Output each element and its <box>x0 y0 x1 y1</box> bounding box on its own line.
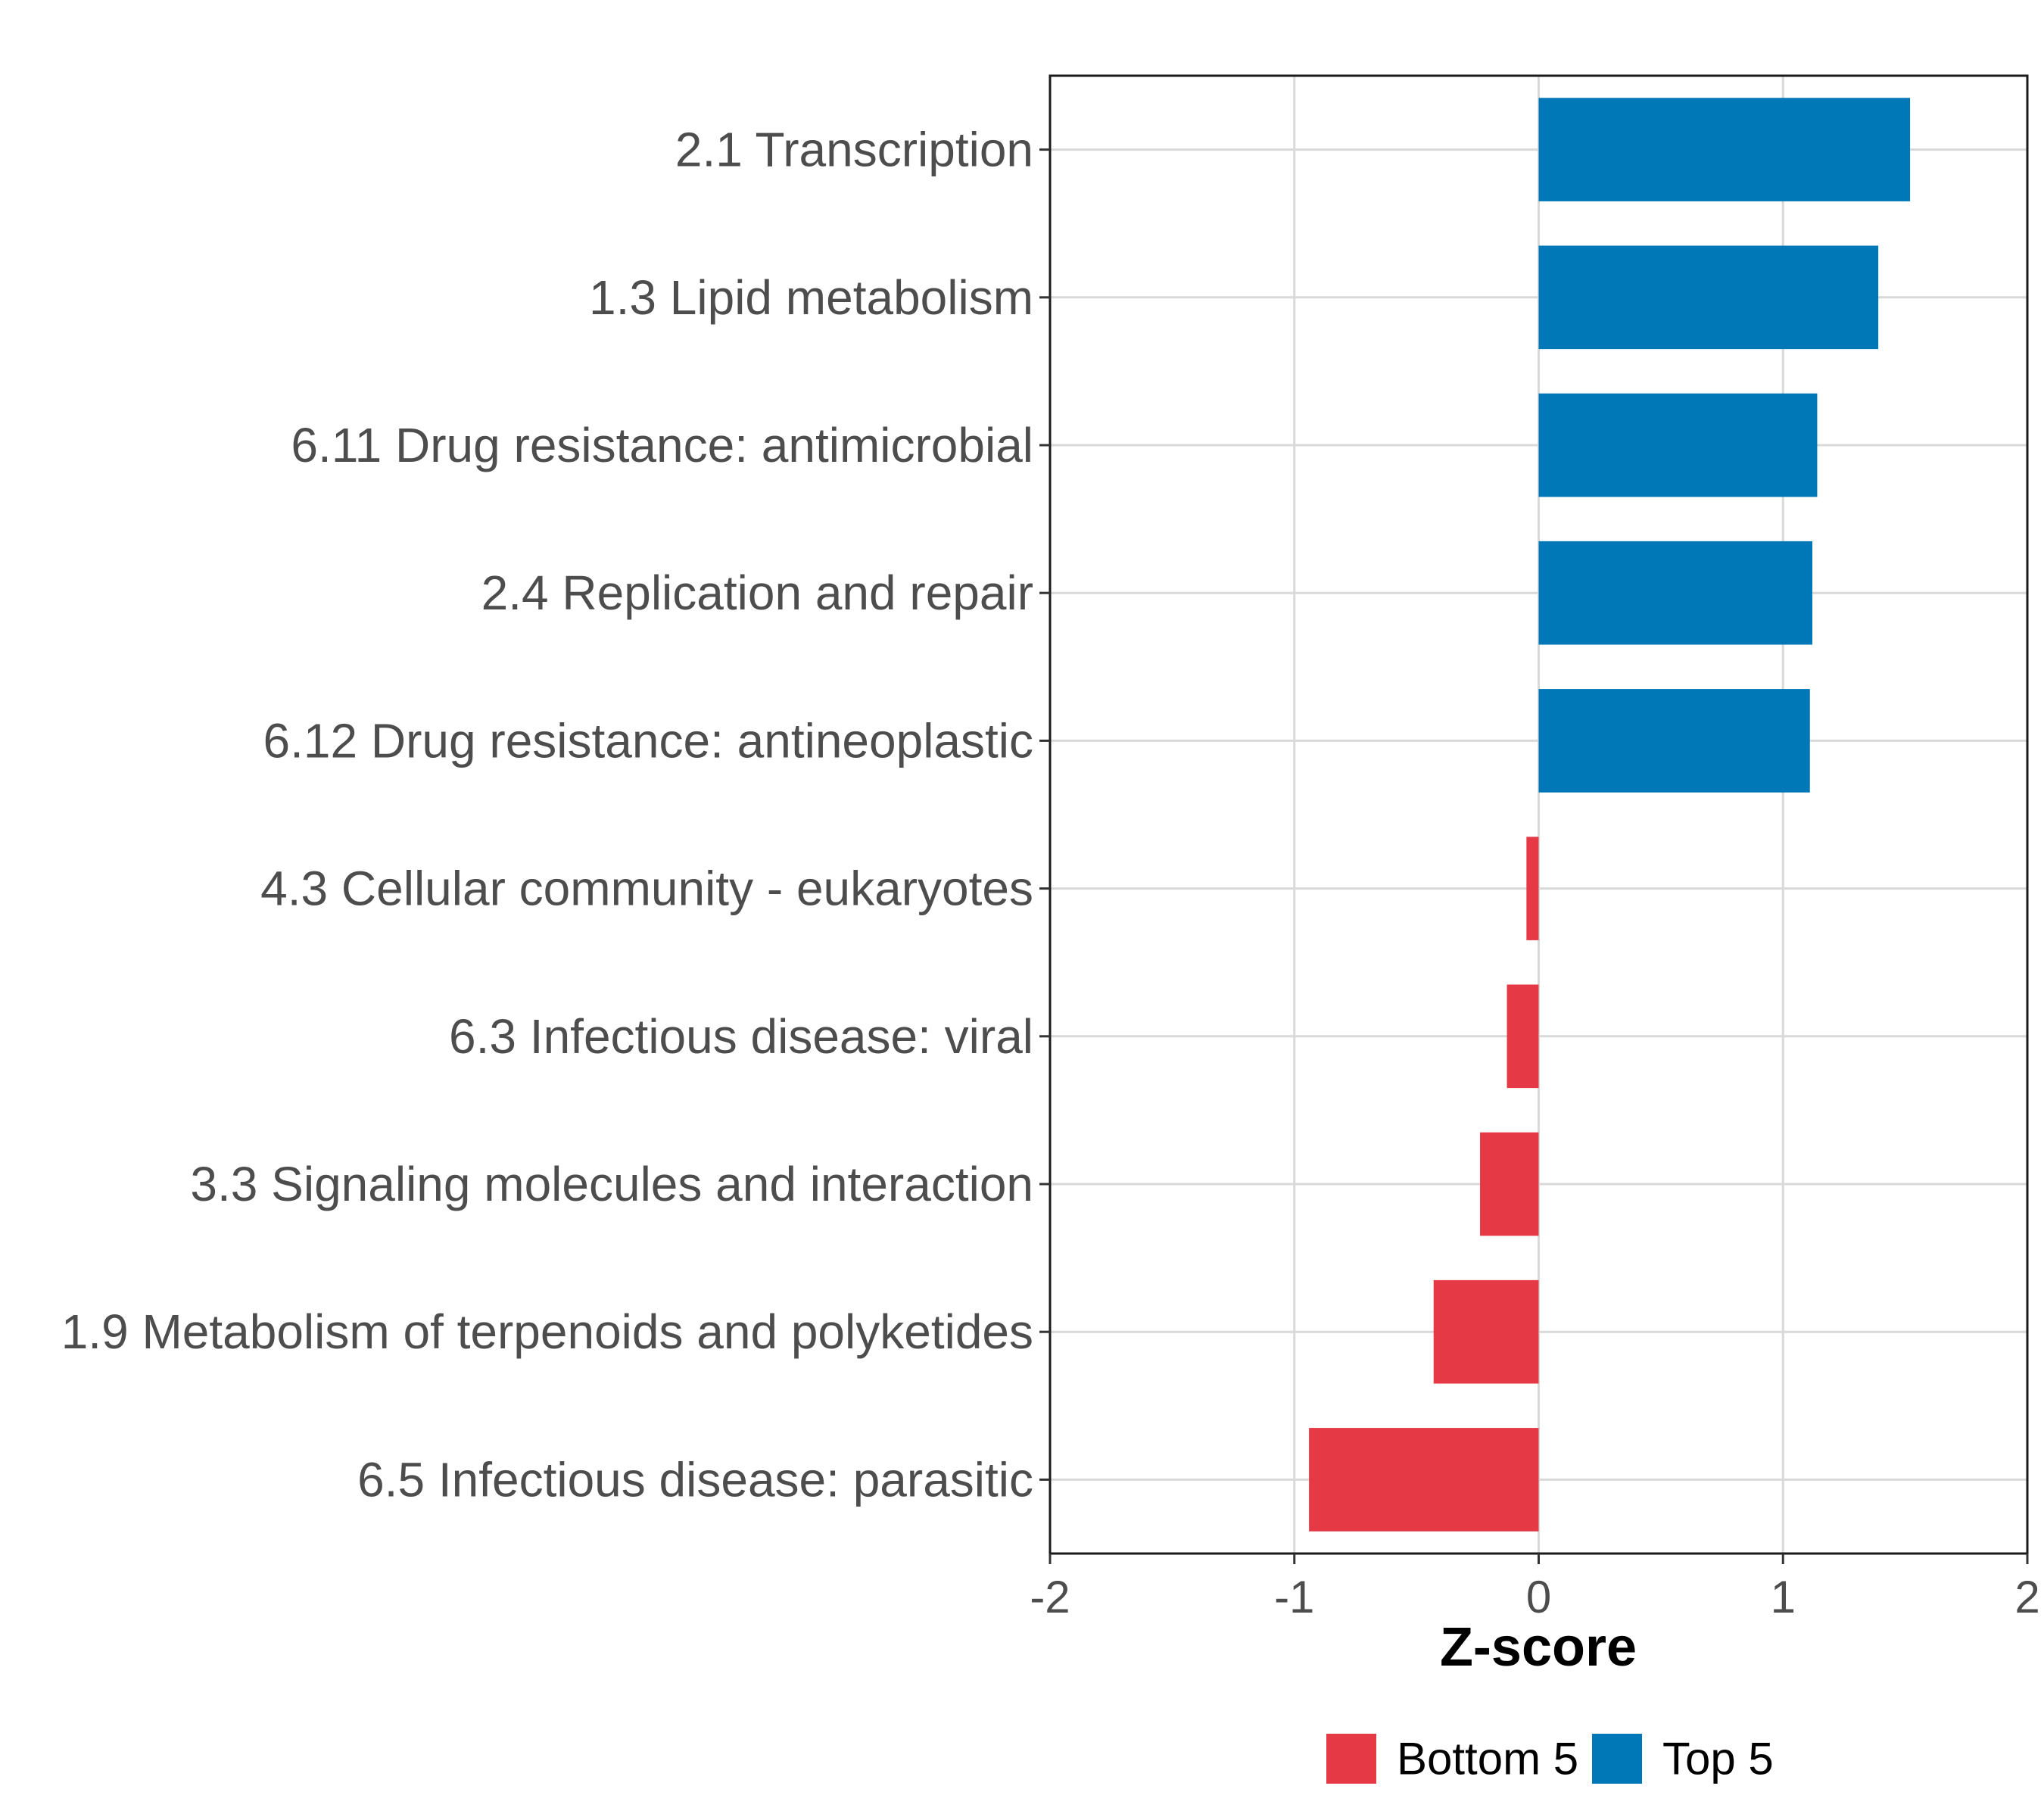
bar <box>1538 245 1879 350</box>
x-tick-label: 2 <box>2014 1572 2039 1622</box>
bar <box>1309 1428 1539 1532</box>
category-label: 6.12 Drug resistance: antineoplastic <box>263 713 1033 768</box>
category-label: 6.3 Infectious disease: viral <box>449 1009 1033 1064</box>
x-tick-label: 1 <box>1771 1572 1796 1622</box>
bar <box>1538 98 1911 201</box>
category-label: 1.3 Lipid metabolism <box>589 270 1033 325</box>
x-tick-label: -1 <box>1274 1572 1314 1622</box>
y-axis-ticks: 2.1 Transcription 1.3 Lipid metabolism 6.1… <box>61 123 1050 1507</box>
category-label: 6.11 Drug resistance: antimicrobial <box>291 418 1033 472</box>
legend-label: Bottom 5 <box>1397 1734 1578 1784</box>
bar <box>1538 689 1810 793</box>
category-label: 1.9 Metabolism of terpenoids and polyket… <box>61 1304 1033 1359</box>
legend: Bottom 5 Top 5 <box>1326 1734 1774 1784</box>
legend-swatch <box>1326 1734 1376 1784</box>
x-tick-label: 0 <box>1526 1572 1551 1622</box>
bar <box>1507 984 1539 1089</box>
category-label: 6.5 Infectious disease: parasitic <box>357 1452 1033 1507</box>
category-label: 4.3 Cellular community - eukaryotes <box>260 862 1033 916</box>
bar <box>1538 541 1812 645</box>
bar <box>1538 393 1818 497</box>
bar <box>1526 837 1539 940</box>
x-axis-ticks: -2 -1 0 1 2 <box>1030 1554 2040 1622</box>
category-label: 3.3 Signaling molecules and interaction <box>190 1157 1033 1211</box>
x-tick-label: -2 <box>1030 1572 1070 1622</box>
legend-swatch <box>1592 1734 1642 1784</box>
bar <box>1433 1279 1539 1384</box>
legend-label: Top 5 <box>1662 1734 1774 1784</box>
x-axis-title: Z-score <box>1440 1617 1637 1678</box>
category-label: 2.4 Replication and repair <box>481 566 1033 620</box>
bar <box>1480 1132 1539 1236</box>
bars <box>1309 98 1911 1532</box>
category-label: 2.1 Transcription <box>675 123 1033 177</box>
